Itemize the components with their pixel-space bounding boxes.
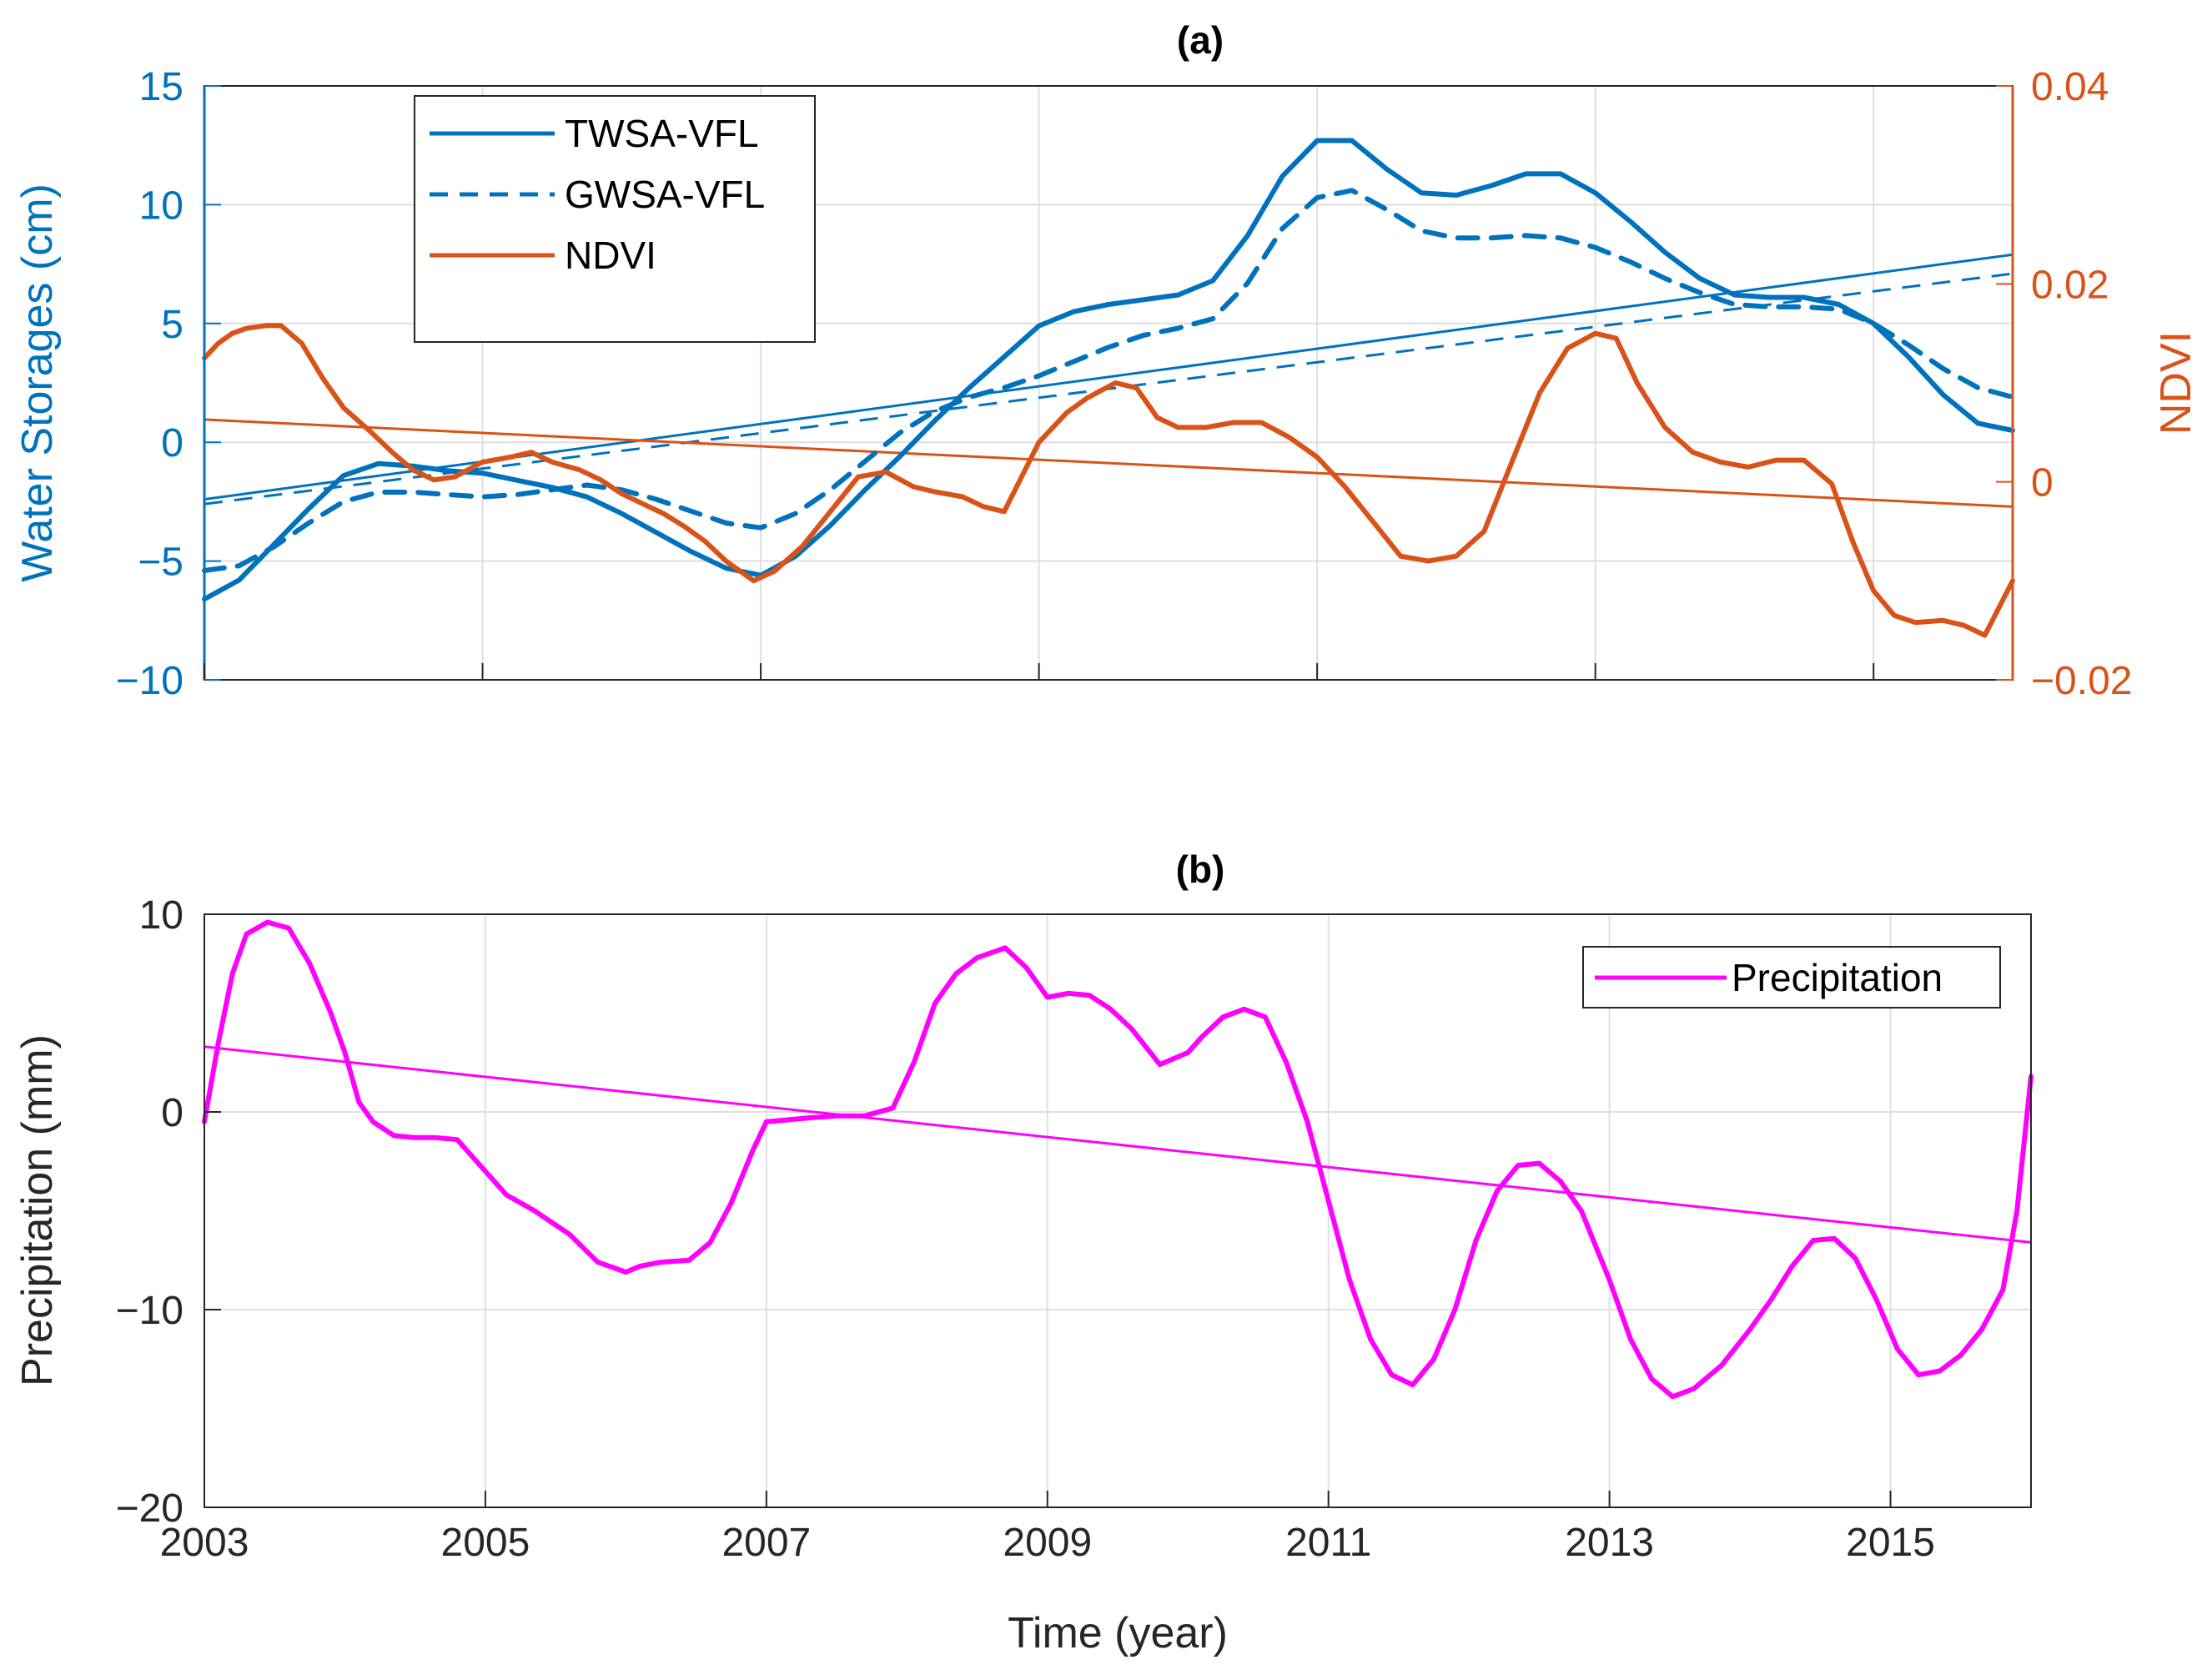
- panel-b-x-tick-label: 2011: [1285, 1521, 1371, 1565]
- panel-b-x-axis-label: Time (year): [1008, 1609, 1228, 1657]
- panel-b-trendline-0: [204, 1045, 2032, 1244]
- panel-b-x-tick-label: 2015: [1846, 1521, 1935, 1565]
- panel-b-y-tick-label: 0: [161, 1091, 183, 1135]
- panel-a-right-tick-label: −0.02: [2031, 659, 2132, 703]
- panel-a-legend-box: [414, 95, 816, 343]
- panel-b-ticks: 2003 2005 2007 2009 2011 2013 2015 −20 −10 0 10: [116, 893, 1935, 1565]
- panel-a-left-tick-label: 5: [161, 303, 183, 347]
- panel-a-right-tick-label: 0.04: [2031, 65, 2109, 109]
- panel-a-right-tick-label: 0: [2031, 461, 2054, 506]
- panel-a-left-tick-label: 0: [161, 421, 183, 465]
- panel-b-series: [202, 919, 2034, 1400]
- panel-a-left-tick-label: −10: [116, 659, 183, 703]
- panel-b-y-tick-label: −20: [116, 1486, 183, 1531]
- panel-a-ticks: −10 −5 0 5 10 15 −0.02 0 0.02 0.04: [116, 65, 2133, 703]
- panel-a-series-line-1: [202, 188, 2015, 573]
- panel-a-left-axis-label: Water Storages (cm): [13, 184, 62, 582]
- legend-label-gwsa: GWSA-VFL: [565, 173, 765, 216]
- panel-b-x-tick-label: 2007: [721, 1521, 811, 1565]
- panel-b-y-tick-label: 10: [139, 893, 183, 938]
- panel-a-trendline-2: [204, 418, 2013, 508]
- panel-b-x-tick-label: 2009: [1003, 1521, 1092, 1565]
- panel-b-y-axis-label: Precipitation (mm): [13, 1034, 62, 1386]
- panel-b-y-tick-label: −10: [116, 1289, 183, 1333]
- panel-b-x-tick-label: 2005: [441, 1521, 530, 1565]
- panel-b-x-tick-label: 2013: [1565, 1521, 1654, 1565]
- panel-a-series: [202, 138, 2015, 638]
- panel-a-right-tick-label: 0.02: [2031, 263, 2109, 307]
- panel-a-title: (a): [1177, 18, 1224, 62]
- panel-a-left-tick-label: 15: [139, 65, 183, 109]
- panel-a-series-line-2: [202, 323, 2015, 638]
- panel-a-right-axis-label: NDVI: [2152, 331, 2200, 435]
- panel-a: (a) −10 −5 0 5 10 15 −0.02 0 0.02 0.04 Water Stor…: [13, 18, 2200, 703]
- panel-a-left-tick-label: 10: [139, 184, 183, 228]
- panel-b-plot-box: [204, 913, 2032, 1508]
- panel-b: (b) 2003 2005 2007 2009 2011 2013 2015 −20 −10 0 1…: [13, 848, 2034, 1657]
- panel-a-legend: TWSA-VFL GWSA-VFL NDVI: [414, 95, 816, 343]
- legend-label-precipitation: Precipitation: [1732, 956, 1943, 999]
- panel-a-series-line-0: [202, 138, 2015, 602]
- panel-b-legend: Precipitation: [1582, 946, 2001, 1009]
- legend-label-ndvi: NDVI: [565, 234, 656, 277]
- panel-b-title: (b): [1176, 848, 1225, 891]
- panel-b-series-line-0: [202, 919, 2034, 1400]
- panel-a-left-tick-label: −5: [138, 541, 183, 585]
- panel-b-x-tick-label: 2003: [160, 1521, 249, 1565]
- panel-b-trendlines: [204, 1045, 2032, 1244]
- legend-label-twsa: TWSA-VFL: [565, 112, 759, 155]
